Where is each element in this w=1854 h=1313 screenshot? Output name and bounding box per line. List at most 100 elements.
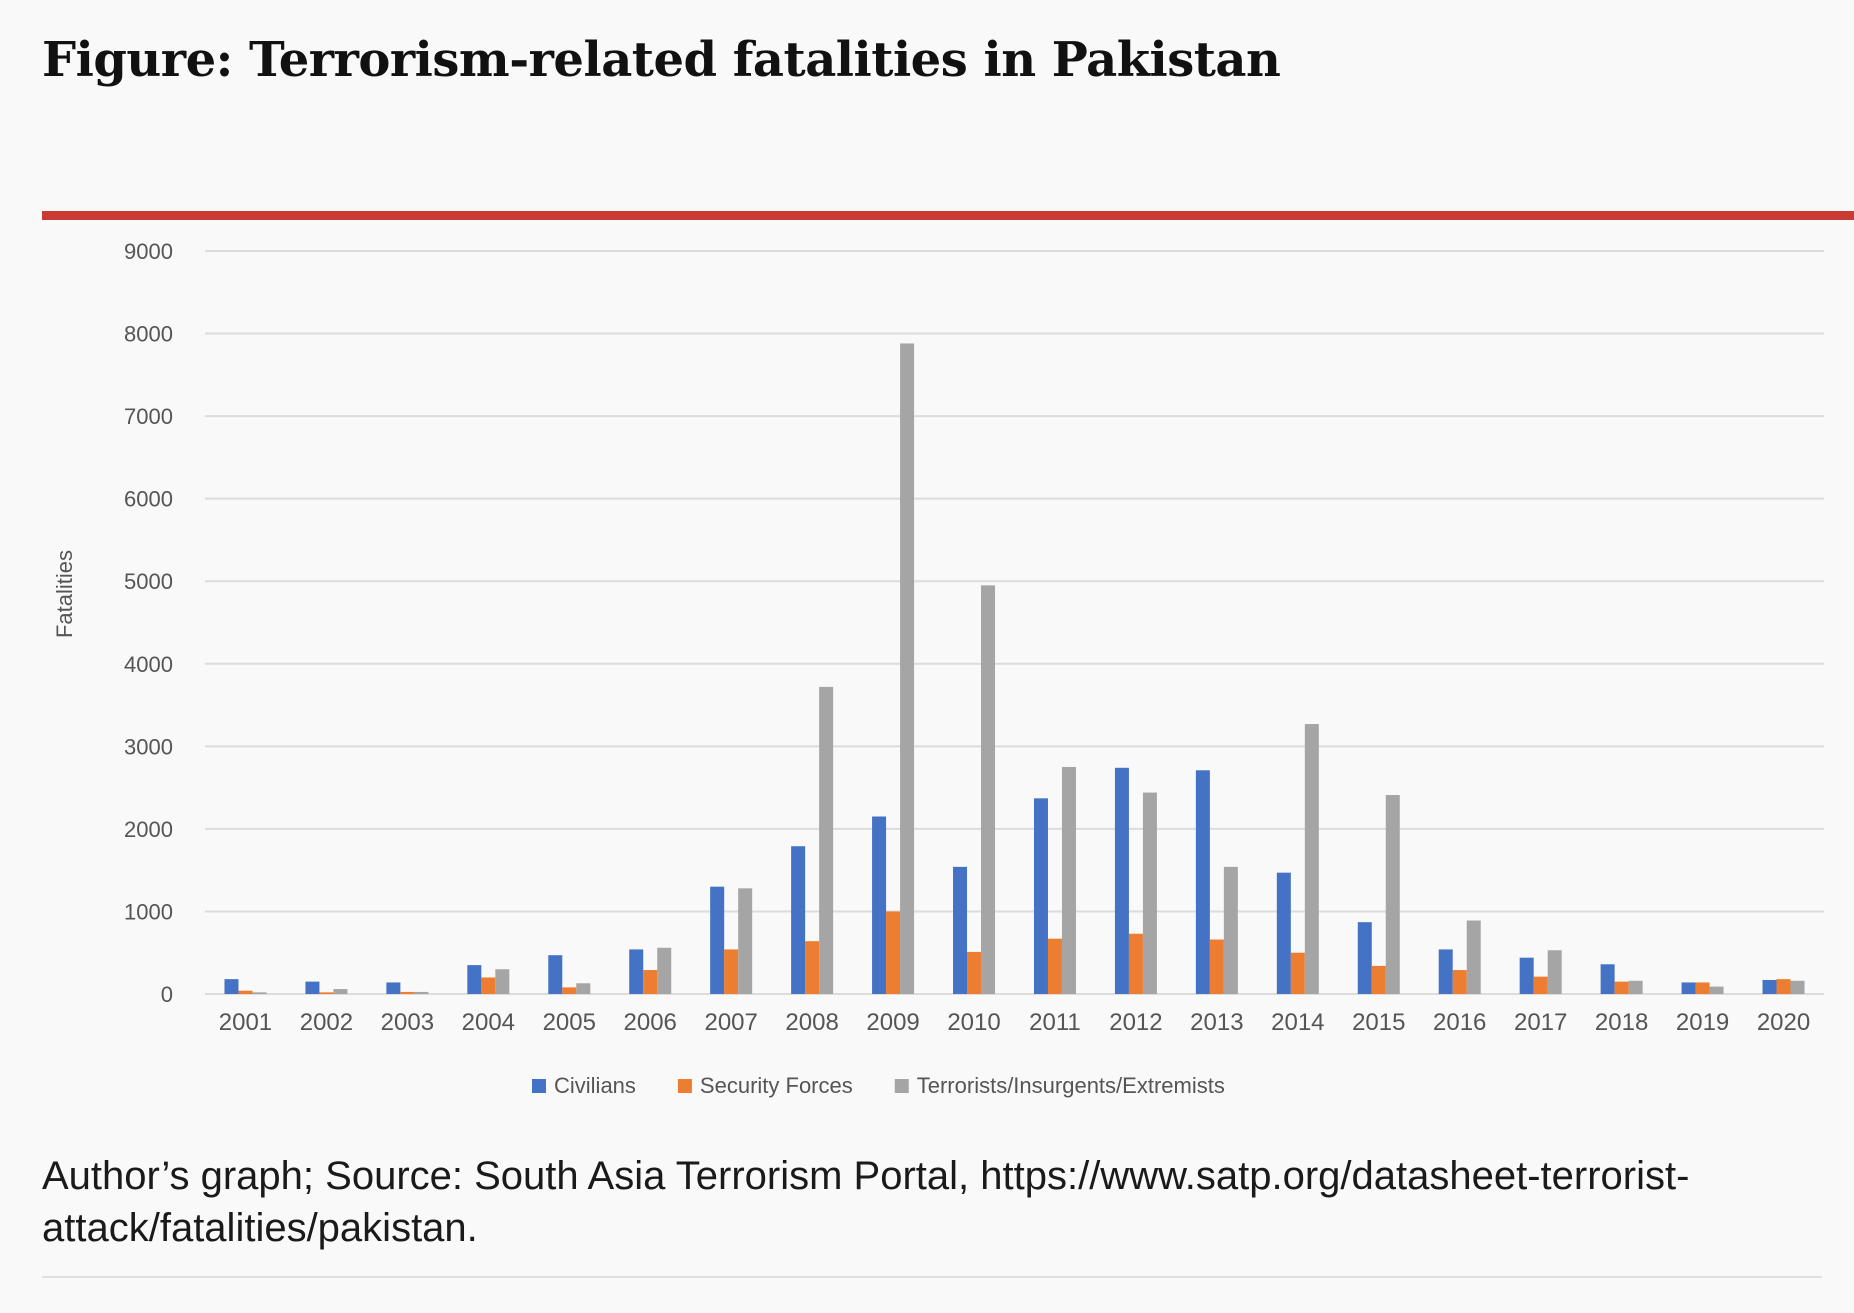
bar-2015-series-3 xyxy=(1385,795,1400,994)
x-tick-label-2009: 2009 xyxy=(866,1009,919,1036)
bar-2005-series-2 xyxy=(562,987,577,994)
bar-2017-series-1 xyxy=(1519,957,1534,994)
y-tick-label-7000: 7000 xyxy=(124,404,173,429)
bar-2009-series-3 xyxy=(900,343,915,994)
bar-2010-series-3 xyxy=(981,585,996,994)
bar-2016-series-1 xyxy=(1438,949,1453,994)
figure-title: Figure: Terrorism-related fatalities in … xyxy=(42,32,1281,88)
bar-2016-series-2 xyxy=(1452,970,1467,994)
bar-2002-series-2 xyxy=(319,992,334,994)
bar-2007-series-2 xyxy=(724,949,739,994)
legend-swatch-2 xyxy=(677,1079,692,1093)
bar-2014-series-1 xyxy=(1276,872,1291,994)
bar-2012-series-3 xyxy=(1142,792,1157,994)
y-tick-label-8000: 8000 xyxy=(124,322,173,347)
bar-2019-series-2 xyxy=(1695,982,1710,994)
bar-2001-series-2 xyxy=(238,990,253,994)
bar-2008-series-2 xyxy=(805,941,820,994)
bar-2010-series-2 xyxy=(967,951,982,994)
legend-label-2: Security Forces xyxy=(700,1073,853,1098)
bar-2011-series-3 xyxy=(1061,766,1076,994)
bar-2011-series-1 xyxy=(1033,798,1048,994)
bar-2020-series-1 xyxy=(1762,979,1777,994)
title-divider-rule xyxy=(42,211,1854,220)
x-tick-label-2014: 2014 xyxy=(1271,1009,1324,1036)
bar-2003-series-1 xyxy=(386,982,401,994)
y-tick-label-9000: 9000 xyxy=(124,239,173,264)
bar-2006-series-3 xyxy=(657,947,672,994)
bar-2017-series-2 xyxy=(1533,976,1548,994)
bar-2004-series-3 xyxy=(495,969,510,994)
source-caption: Author’s graph; Source: South Asia Terro… xyxy=(42,1154,1690,1250)
bar-2014-series-3 xyxy=(1304,724,1319,994)
x-tick-label-2011: 2011 xyxy=(1029,1009,1081,1036)
bar-2014-series-2 xyxy=(1290,952,1305,994)
x-tick-label-2004: 2004 xyxy=(462,1009,515,1036)
bar-2020-series-2 xyxy=(1776,979,1791,994)
bar-2008-series-3 xyxy=(819,686,834,994)
bar-2012-series-1 xyxy=(1114,767,1129,994)
x-tick-label-2010: 2010 xyxy=(947,1009,1000,1036)
x-tick-label-2001: 2001 xyxy=(219,1009,272,1036)
bar-2001-series-3 xyxy=(252,992,267,994)
bar-2006-series-1 xyxy=(629,949,644,994)
bar-2003-series-2 xyxy=(400,991,415,994)
y-tick-label-0: 0 xyxy=(161,982,173,1007)
x-tick-label-2013: 2013 xyxy=(1190,1009,1243,1036)
bar-2016-series-3 xyxy=(1466,920,1481,994)
x-tick-label-2006: 2006 xyxy=(624,1009,677,1036)
x-axis-ticks: 2001 2002 2003 2004 2005 2006 2007 2008 2009 2010… xyxy=(219,1009,1810,1036)
bar-2017-series-3 xyxy=(1547,950,1562,994)
x-tick-label-2019: 2019 xyxy=(1676,1009,1729,1036)
y-tick-label-4000: 4000 xyxy=(124,652,173,677)
x-tick-label-2016: 2016 xyxy=(1433,1009,1486,1036)
bar-2001-series-1 xyxy=(224,979,239,994)
x-tick-label-2007: 2007 xyxy=(704,1009,757,1036)
x-tick-label-2008: 2008 xyxy=(785,1009,838,1036)
y-tick-label-3000: 3000 xyxy=(124,734,173,759)
x-tick-label-2015: 2015 xyxy=(1352,1009,1405,1036)
bar-2007-series-1 xyxy=(710,886,725,994)
bar-2019-series-3 xyxy=(1709,986,1724,994)
legend: Civilians Security Forces Terrorists/Insur… xyxy=(532,1073,1225,1098)
bar-2007-series-3 xyxy=(738,888,753,994)
legend-label-1: Civilians xyxy=(554,1073,636,1098)
x-tick-label-2012: 2012 xyxy=(1109,1009,1162,1036)
bar-2002-series-1 xyxy=(305,981,320,994)
bar-2004-series-2 xyxy=(481,977,496,994)
bar-2018-series-2 xyxy=(1614,981,1629,994)
x-tick-label-2002: 2002 xyxy=(300,1009,353,1036)
x-tick-label-2020: 2020 xyxy=(1757,1009,1810,1036)
y-tick-label-5000: 5000 xyxy=(124,569,173,594)
bar-2020-series-3 xyxy=(1790,980,1805,994)
y-tick-label-6000: 6000 xyxy=(124,487,173,512)
x-tick-label-2003: 2003 xyxy=(381,1009,434,1036)
bar-2013-series-3 xyxy=(1223,866,1238,994)
y-axis-label: Fatalities xyxy=(52,550,77,638)
legend-swatch-1 xyxy=(532,1079,546,1093)
bar-2012-series-2 xyxy=(1128,933,1143,994)
bar-2004-series-1 xyxy=(467,965,482,994)
bar-2013-series-2 xyxy=(1209,939,1224,994)
bar-2009-series-1 xyxy=(872,816,887,994)
x-tick-label-2018: 2018 xyxy=(1595,1009,1648,1036)
y-axis-ticks: 0 1000 2000 3000 4000 5000 6000 7000 8000 9000 xyxy=(124,239,173,1007)
bar-2008-series-1 xyxy=(791,846,806,994)
bar-2010-series-1 xyxy=(953,866,968,994)
x-tick-label-2017: 2017 xyxy=(1514,1009,1567,1036)
gridlines xyxy=(205,250,1824,995)
bar-2013-series-1 xyxy=(1195,770,1210,994)
bar-2015-series-2 xyxy=(1371,965,1386,994)
bar-2015-series-1 xyxy=(1357,922,1372,994)
bar-2003-series-3 xyxy=(414,991,429,994)
bar-2019-series-1 xyxy=(1681,982,1696,994)
bar-2018-series-3 xyxy=(1628,980,1643,994)
bar-2006-series-2 xyxy=(643,970,658,994)
bar-2018-series-1 xyxy=(1600,964,1615,994)
bar-2005-series-1 xyxy=(548,955,563,994)
bar-chart: 0 1000 2000 3000 4000 5000 6000 7000 8000 9000 Fa… xyxy=(52,239,1824,1098)
bar-2005-series-3 xyxy=(576,983,591,994)
y-tick-label-1000: 1000 xyxy=(124,899,173,924)
bars xyxy=(224,343,1805,994)
bar-2009-series-2 xyxy=(886,911,901,994)
